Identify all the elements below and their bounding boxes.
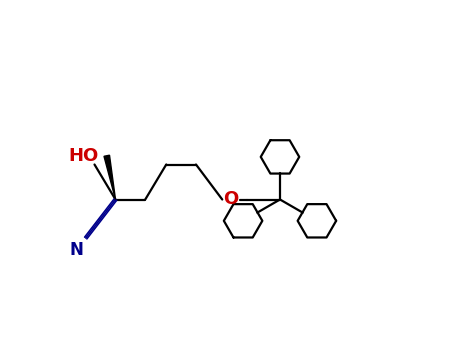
Polygon shape (104, 155, 116, 200)
Text: N: N (69, 241, 83, 259)
Text: O: O (223, 190, 238, 209)
Text: HO: HO (69, 147, 99, 165)
